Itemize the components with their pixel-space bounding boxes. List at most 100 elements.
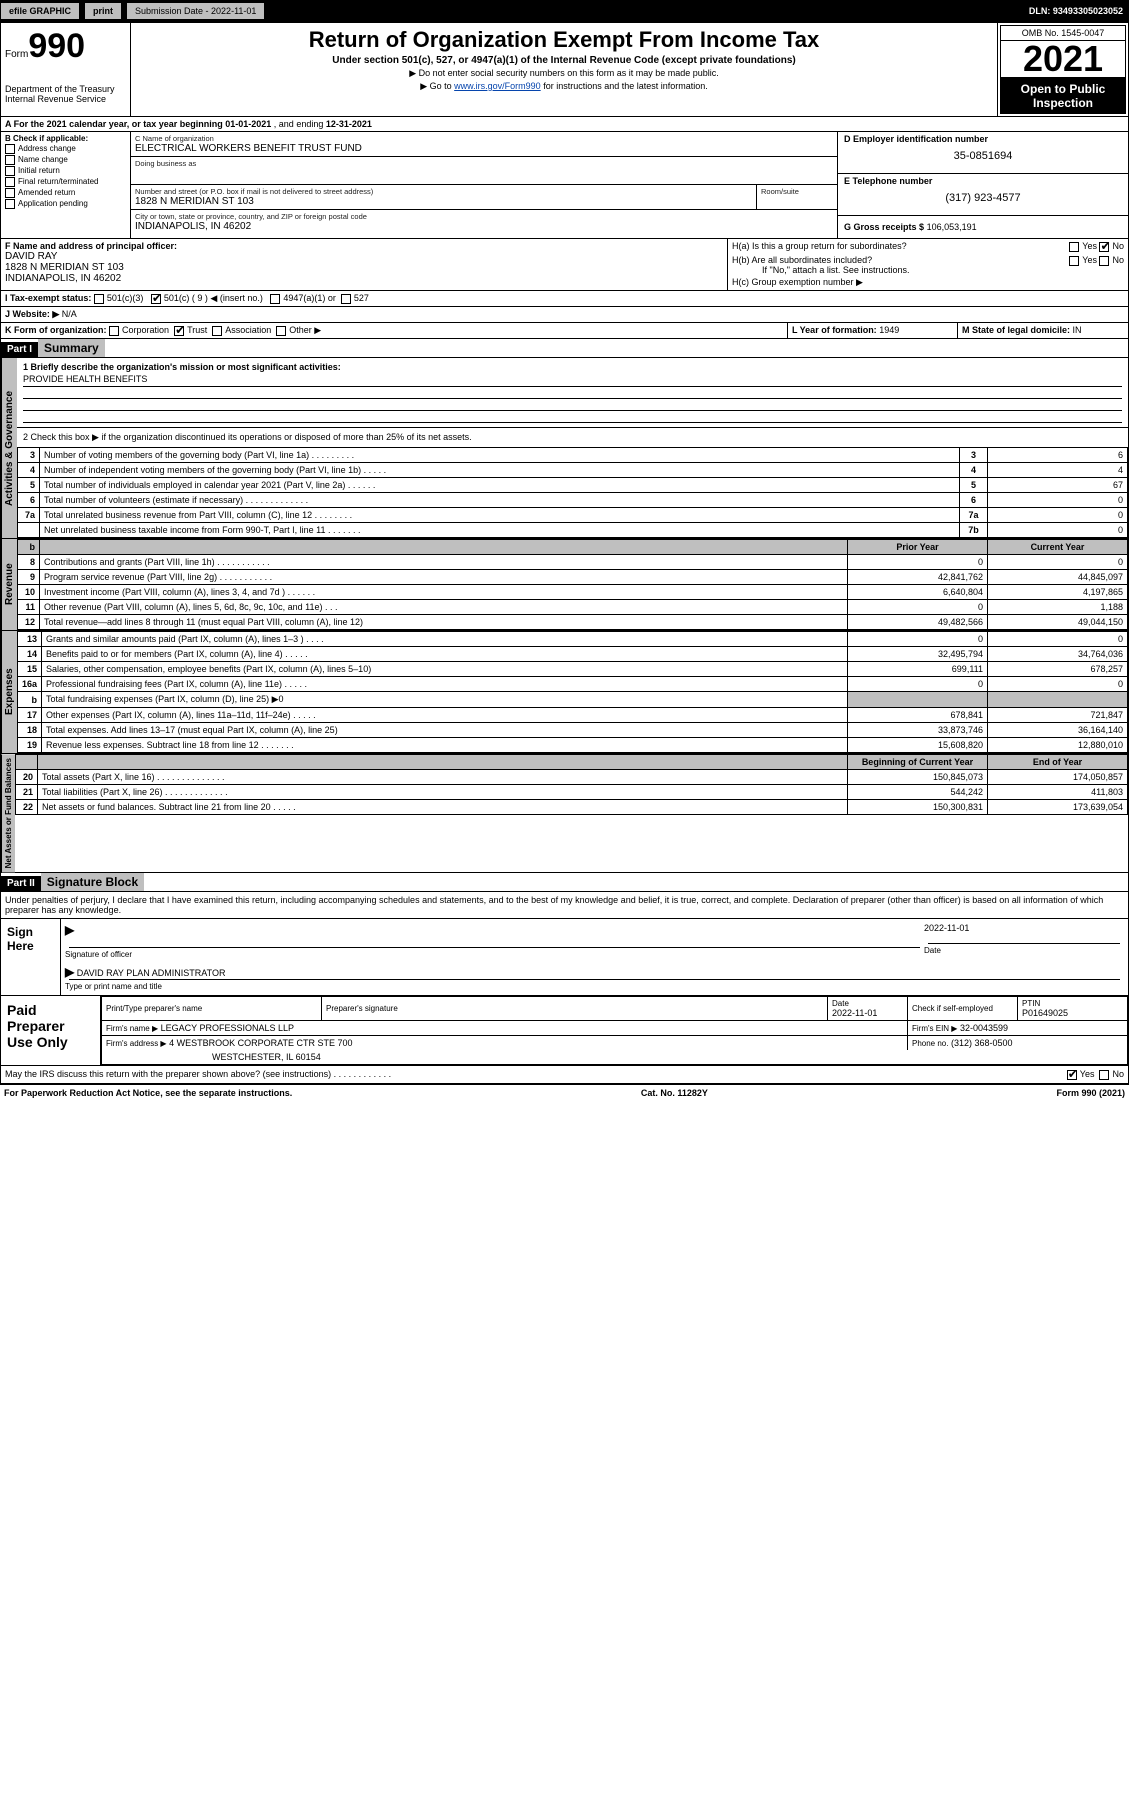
chk-527[interactable] <box>341 294 351 304</box>
irs-link[interactable]: www.irs.gov/Form990 <box>454 81 541 91</box>
chk-other[interactable] <box>276 326 286 336</box>
mission: PROVIDE HEALTH BENEFITS <box>23 372 1122 387</box>
topbar: efile GRAPHIC print Submission Date - 20… <box>0 0 1129 22</box>
firm-phone: (312) 368-0500 <box>951 1038 1013 1048</box>
chk-ha-yes[interactable] <box>1069 242 1079 252</box>
chk-hb-yes[interactable] <box>1069 256 1079 266</box>
box-j: J Website: ▶ N/A <box>0 307 1129 323</box>
form-number: Form990 <box>5 27 126 66</box>
chk-final[interactable] <box>5 177 15 187</box>
officer-name: DAVID RAY <box>5 251 723 262</box>
gov-table: 3Number of voting members of the governi… <box>17 447 1128 538</box>
sec-revenue: Revenue bPrior YearCurrent Year 8Contrib… <box>0 539 1129 631</box>
table-row: 8Contributions and grants (Part VIII, li… <box>18 555 1128 570</box>
dept-treasury: Department of the Treasury <box>5 84 126 94</box>
submission-date: Submission Date - 2022-11-01 <box>126 2 265 20</box>
chk-name[interactable] <box>5 155 15 165</box>
note-link: ▶ Go to www.irs.gov/Form990 for instruct… <box>135 81 993 92</box>
part1-header: Part ISummary <box>0 339 1129 358</box>
tab-expenses: Expenses <box>1 631 17 753</box>
officer-sig-name: DAVID RAY PLAN ADMINISTRATOR <box>77 968 226 978</box>
chk-amended[interactable] <box>5 188 15 198</box>
website: N/A <box>62 309 77 319</box>
table-row: 17Other expenses (Part IX, column (A), l… <box>18 708 1128 723</box>
sign-date: 2022-11-01 <box>924 923 1124 933</box>
irs-label: Internal Revenue Service <box>5 94 126 104</box>
chk-assoc[interactable] <box>212 326 222 336</box>
entity-block: B Check if applicable: Address change Na… <box>0 132 1129 239</box>
chk-discuss-yes[interactable] <box>1067 1070 1077 1080</box>
tab-net: Net Assets or Fund Balances <box>1 754 15 872</box>
print-btn[interactable]: print <box>84 2 122 20</box>
city: INDIANAPOLIS, IN 46202 <box>135 221 833 232</box>
chk-corp[interactable] <box>109 326 119 336</box>
discuss-row: May the IRS discuss this return with the… <box>0 1066 1129 1084</box>
sec-net: Net Assets or Fund Balances Beginning of… <box>0 754 1129 873</box>
table-row: 10Investment income (Part VIII, column (… <box>18 585 1128 600</box>
table-row: 9Program service revenue (Part VIII, lin… <box>18 570 1128 585</box>
table-row: 15Salaries, other compensation, employee… <box>18 662 1128 677</box>
table-row: 11Other revenue (Part VIII, column (A), … <box>18 600 1128 615</box>
firm-addr1: 4 WESTBROOK CORPORATE CTR STE 700 <box>169 1038 352 1048</box>
box-c: C Name of organization ELECTRICAL WORKER… <box>131 132 838 238</box>
firm-name: LEGACY PROFESSIONALS LLP <box>161 1023 294 1033</box>
chk-501c[interactable] <box>151 294 161 304</box>
table-row: 6Total number of volunteers (estimate if… <box>18 493 1128 508</box>
chk-hb-no[interactable] <box>1099 256 1109 266</box>
org-name: ELECTRICAL WORKERS BENEFIT TRUST FUND <box>135 143 833 154</box>
dln: DLN: 93493305023052 <box>1029 6 1129 16</box>
rev-table: bPrior YearCurrent Year 8Contributions a… <box>17 539 1128 630</box>
table-row: 16aProfessional fundraising fees (Part I… <box>18 677 1128 692</box>
paid-preparer: Paid Preparer Use Only Print/Type prepar… <box>0 996 1129 1066</box>
sec-governance: Activities & Governance 1 Briefly descri… <box>0 358 1129 539</box>
box-h: H(a) Is this a group return for subordin… <box>728 239 1128 290</box>
table-row: 18Total expenses. Add lines 13–17 (must … <box>18 723 1128 738</box>
chk-discuss-no[interactable] <box>1099 1070 1109 1080</box>
firm-ein: 32-0043599 <box>960 1023 1008 1033</box>
chk-trust[interactable] <box>174 326 184 336</box>
declaration: Under penalties of perjury, I declare th… <box>0 892 1129 919</box>
form-subtitle: Under section 501(c), 527, or 4947(a)(1)… <box>135 55 993 66</box>
form-header: Form990 Department of the Treasury Inter… <box>0 22 1129 117</box>
table-row: 13Grants and similar amounts paid (Part … <box>18 632 1128 647</box>
table-row: 14Benefits paid to or for members (Part … <box>18 647 1128 662</box>
table-row: bTotal fundraising expenses (Part IX, co… <box>18 692 1128 708</box>
tab-revenue: Revenue <box>1 539 17 630</box>
chk-app[interactable] <box>5 199 15 209</box>
table-row: 12Total revenue—add lines 8 through 11 (… <box>18 615 1128 630</box>
tax-year: 2021 <box>1000 41 1126 78</box>
k-l-m: K Form of organization: Corporation Trus… <box>0 323 1129 339</box>
efile-btn[interactable]: efile GRAPHIC <box>0 2 80 20</box>
firm-addr2: WESTCHESTER, IL 60154 <box>212 1052 321 1062</box>
form-title: Return of Organization Exempt From Incom… <box>135 27 993 53</box>
f-h-block: F Name and address of principal officer:… <box>0 239 1129 291</box>
chk-ha-no[interactable] <box>1099 242 1109 252</box>
table-row: 20Total assets (Part X, line 16) . . . .… <box>16 770 1128 785</box>
table-row: 21Total liabilities (Part X, line 26) . … <box>16 785 1128 800</box>
box-b: B Check if applicable: Address change Na… <box>1 132 131 238</box>
box-d-e-g: D Employer identification number 35-0851… <box>838 132 1128 238</box>
chk-4947[interactable] <box>270 294 280 304</box>
ptin: P01649025 <box>1022 1008 1123 1018</box>
open-public: Open to Public Inspection <box>1000 78 1126 114</box>
chk-address[interactable] <box>5 144 15 154</box>
box-f: F Name and address of principal officer:… <box>1 239 728 290</box>
page-footer: For Paperwork Reduction Act Notice, see … <box>0 1084 1129 1101</box>
table-row: 3Number of voting members of the governi… <box>18 448 1128 463</box>
street: 1828 N MERIDIAN ST 103 <box>135 196 752 207</box>
table-row: 5Total number of individuals employed in… <box>18 478 1128 493</box>
table-row: 19Revenue less expenses. Subtract line 1… <box>18 738 1128 753</box>
note-ssn: ▶ Do not enter social security numbers o… <box>135 68 993 79</box>
chk-501c3[interactable] <box>94 294 104 304</box>
box-i: I Tax-exempt status: 501(c)(3) 501(c) ( … <box>0 291 1129 307</box>
year-formed: 1949 <box>879 325 899 335</box>
table-row: 7aTotal unrelated business revenue from … <box>18 508 1128 523</box>
table-row: 22Net assets or fund balances. Subtract … <box>16 800 1128 815</box>
q2: 2 Check this box ▶ if the organization d… <box>17 428 1128 447</box>
tab-governance: Activities & Governance <box>1 358 17 538</box>
table-row: 4Number of independent voting members of… <box>18 463 1128 478</box>
prep-date: 2022-11-01 <box>832 1008 903 1018</box>
chk-initial[interactable] <box>5 166 15 176</box>
sign-block: Sign Here ▶Signature of officer 2022-11-… <box>0 919 1129 996</box>
exp-table: 13Grants and similar amounts paid (Part … <box>17 631 1128 753</box>
